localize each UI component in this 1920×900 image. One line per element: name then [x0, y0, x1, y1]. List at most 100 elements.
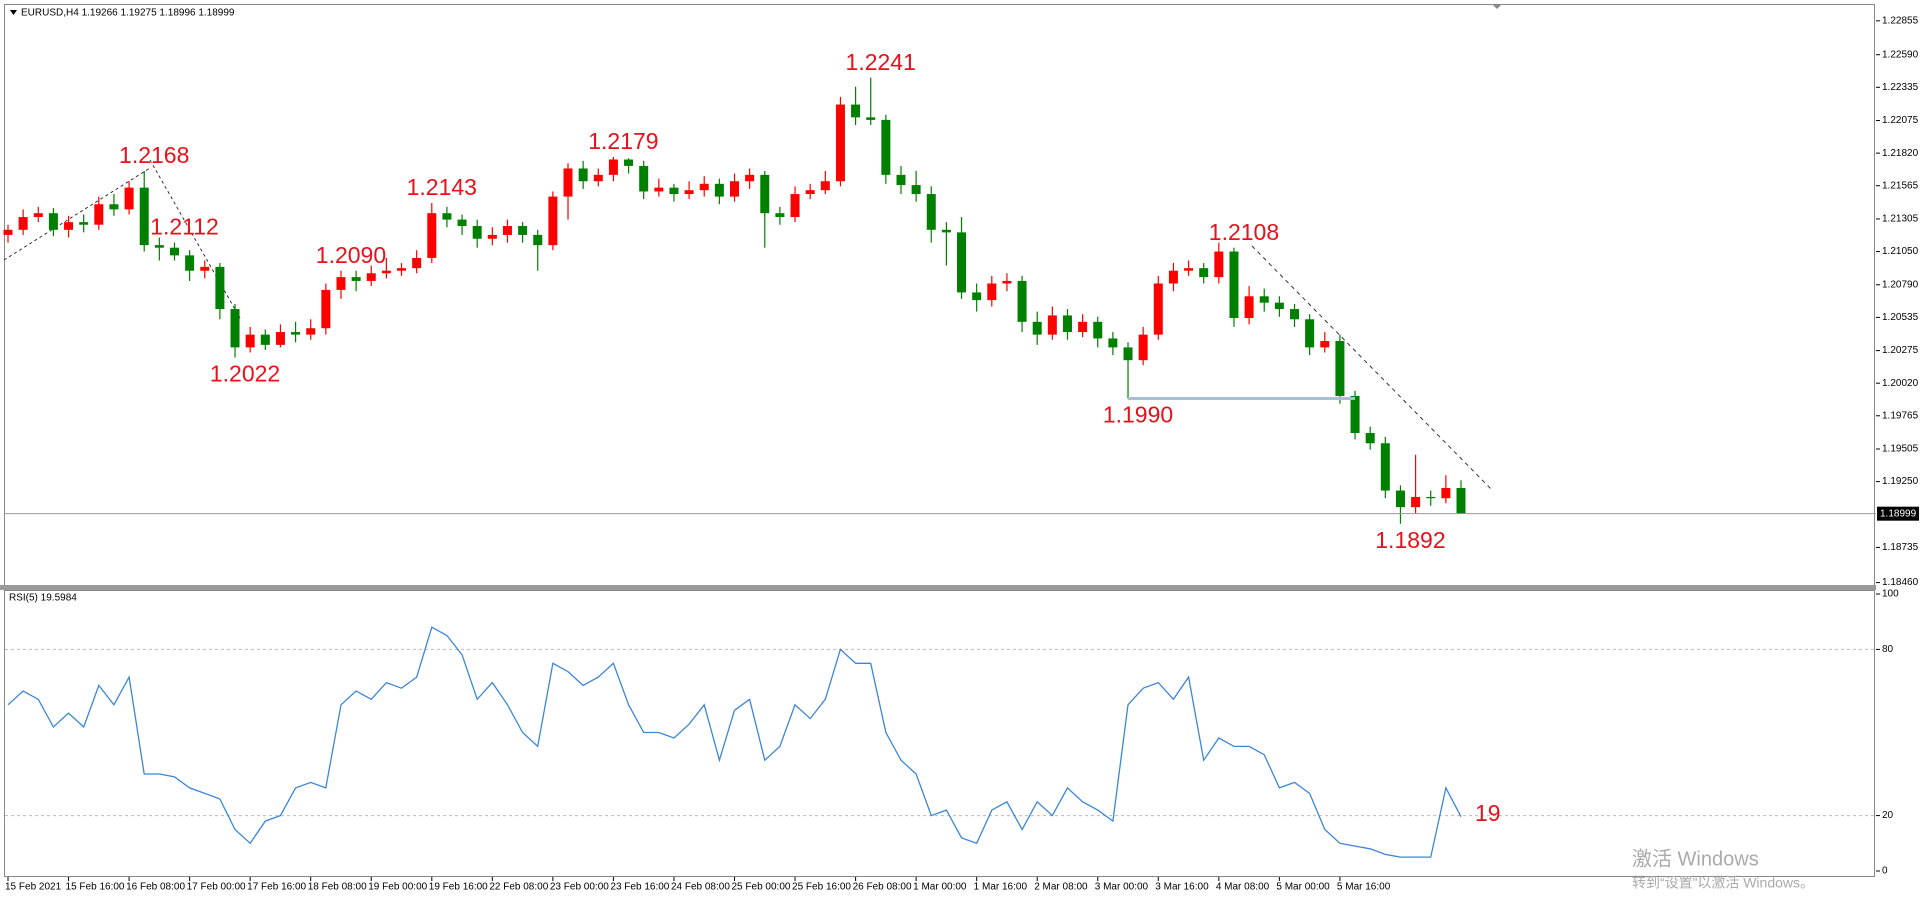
candle-body [1395, 490, 1405, 508]
price-annotation: 1.2108 [1209, 219, 1279, 245]
candle-body [1138, 334, 1148, 361]
x-tick-label: 5 Mar 16:00 [1337, 882, 1391, 893]
candle-body [1078, 321, 1088, 333]
candle-body [1108, 338, 1118, 348]
candle-body [291, 332, 301, 335]
y-tick-label: 1.20535 [1882, 312, 1919, 323]
candle-body [260, 334, 270, 345]
candle-body [669, 187, 679, 195]
candle-body [397, 268, 407, 271]
candle-body [699, 183, 709, 191]
price-annotation: 1.2143 [407, 174, 477, 200]
candle-body [1456, 487, 1466, 514]
candle-body [472, 225, 482, 239]
candle-body [714, 183, 724, 197]
x-tick-label: 19 Feb 00:00 [368, 882, 427, 893]
price-annotation: 1.1990 [1103, 402, 1173, 428]
candle-body [351, 277, 361, 281]
candle-body [1259, 296, 1269, 303]
y-tick-label: 1.22075 [1882, 115, 1919, 126]
x-tick-label: 1 Mar 00:00 [913, 882, 967, 893]
candle-body [64, 222, 74, 230]
candle-body [790, 194, 800, 218]
rsi-annotation: 19 [1475, 800, 1501, 826]
y-tick-label: 1.21565 [1882, 180, 1919, 191]
candle-body [881, 119, 891, 175]
candle-body [835, 104, 845, 182]
candle-body [169, 247, 179, 256]
candle-body [442, 213, 452, 220]
price-annotation: 1.2090 [316, 242, 386, 268]
x-tick-label: 1 Mar 16:00 [974, 882, 1028, 893]
y-tick-label: 20 [1882, 810, 1894, 821]
y-tick-label: 1.21820 [1882, 148, 1919, 159]
candle-body [1123, 347, 1133, 361]
candle-body [548, 196, 558, 246]
candle-body [215, 266, 225, 310]
candle-body [1047, 315, 1057, 335]
candle-body [275, 332, 285, 345]
candle-body [3, 229, 13, 235]
y-tick-label: 1.20275 [1882, 345, 1919, 356]
rsi-pane-frame [4, 590, 1875, 877]
candle-body [48, 213, 58, 230]
x-tick-label: 17 Feb 00:00 [187, 882, 246, 893]
candle-body [911, 185, 921, 195]
candle-body [972, 292, 982, 301]
x-tick-label: 5 Mar 00:00 [1276, 882, 1330, 893]
candle-body [1214, 251, 1224, 278]
x-tick-label: 23 Feb 16:00 [610, 882, 669, 893]
y-tick-label: 1.22590 [1882, 49, 1919, 60]
candle-body [1411, 496, 1421, 508]
candle-body [457, 219, 467, 226]
candle-body [730, 181, 739, 197]
candle-body [366, 273, 376, 281]
candle-body [94, 204, 104, 225]
candle-body [518, 225, 528, 235]
candle-body [624, 159, 634, 166]
y-tick-label: 1.19765 [1882, 410, 1919, 421]
candle-body [79, 222, 89, 225]
candle-body [1274, 302, 1284, 310]
menu-arrow[interactable] [10, 10, 17, 15]
y-tick-label: 0 [1882, 866, 1888, 877]
candle-body [1320, 341, 1330, 348]
y-tick-label: 1.21305 [1882, 214, 1919, 225]
candle-body [533, 234, 543, 246]
candle-body [124, 187, 134, 210]
candle-body [336, 277, 346, 290]
candle-body [941, 229, 951, 233]
x-tick-label: 25 Feb 16:00 [792, 882, 851, 893]
x-tick-label: 18 Feb 08:00 [308, 882, 367, 893]
candle-body [608, 159, 618, 175]
candle-body [1153, 283, 1163, 335]
y-tick-label: 1.21050 [1882, 246, 1919, 257]
trend-line [1251, 245, 1493, 491]
x-tick-label: 3 Mar 00:00 [1095, 882, 1149, 893]
watermark: 转到“设置”以激活 Windows。 [1632, 875, 1814, 891]
y-tick-label: 1.20790 [1882, 279, 1919, 290]
candle-body [957, 232, 967, 293]
pane-separator [0, 585, 1876, 590]
zigzag-line [3, 167, 151, 261]
candle-body [1244, 296, 1254, 319]
last-price-label: 1.18999 [1880, 508, 1917, 519]
x-tick-label: 4 Mar 08:00 [1216, 882, 1270, 893]
y-tick-label: 1.20020 [1882, 378, 1919, 389]
x-tick-label: 25 Feb 00:00 [732, 882, 791, 893]
candle-body [1350, 395, 1360, 434]
x-tick-label: 16 Feb 08:00 [126, 882, 185, 893]
candle-body [1168, 270, 1178, 284]
symbol-header: EURUSD,H4 1.19266 1.19275 1.18996 1.1899… [21, 8, 235, 19]
candle-body [1062, 315, 1072, 333]
candle-body [805, 190, 815, 195]
candle-body [1290, 309, 1300, 320]
candle-body [1184, 268, 1194, 271]
candle-body [1199, 268, 1209, 278]
watermark: 激活 Windows [1632, 847, 1759, 870]
candle-body [1441, 487, 1451, 499]
candle-body [563, 168, 573, 197]
candle-body [200, 266, 210, 271]
candle-body [987, 283, 997, 301]
candle-body [154, 245, 164, 248]
